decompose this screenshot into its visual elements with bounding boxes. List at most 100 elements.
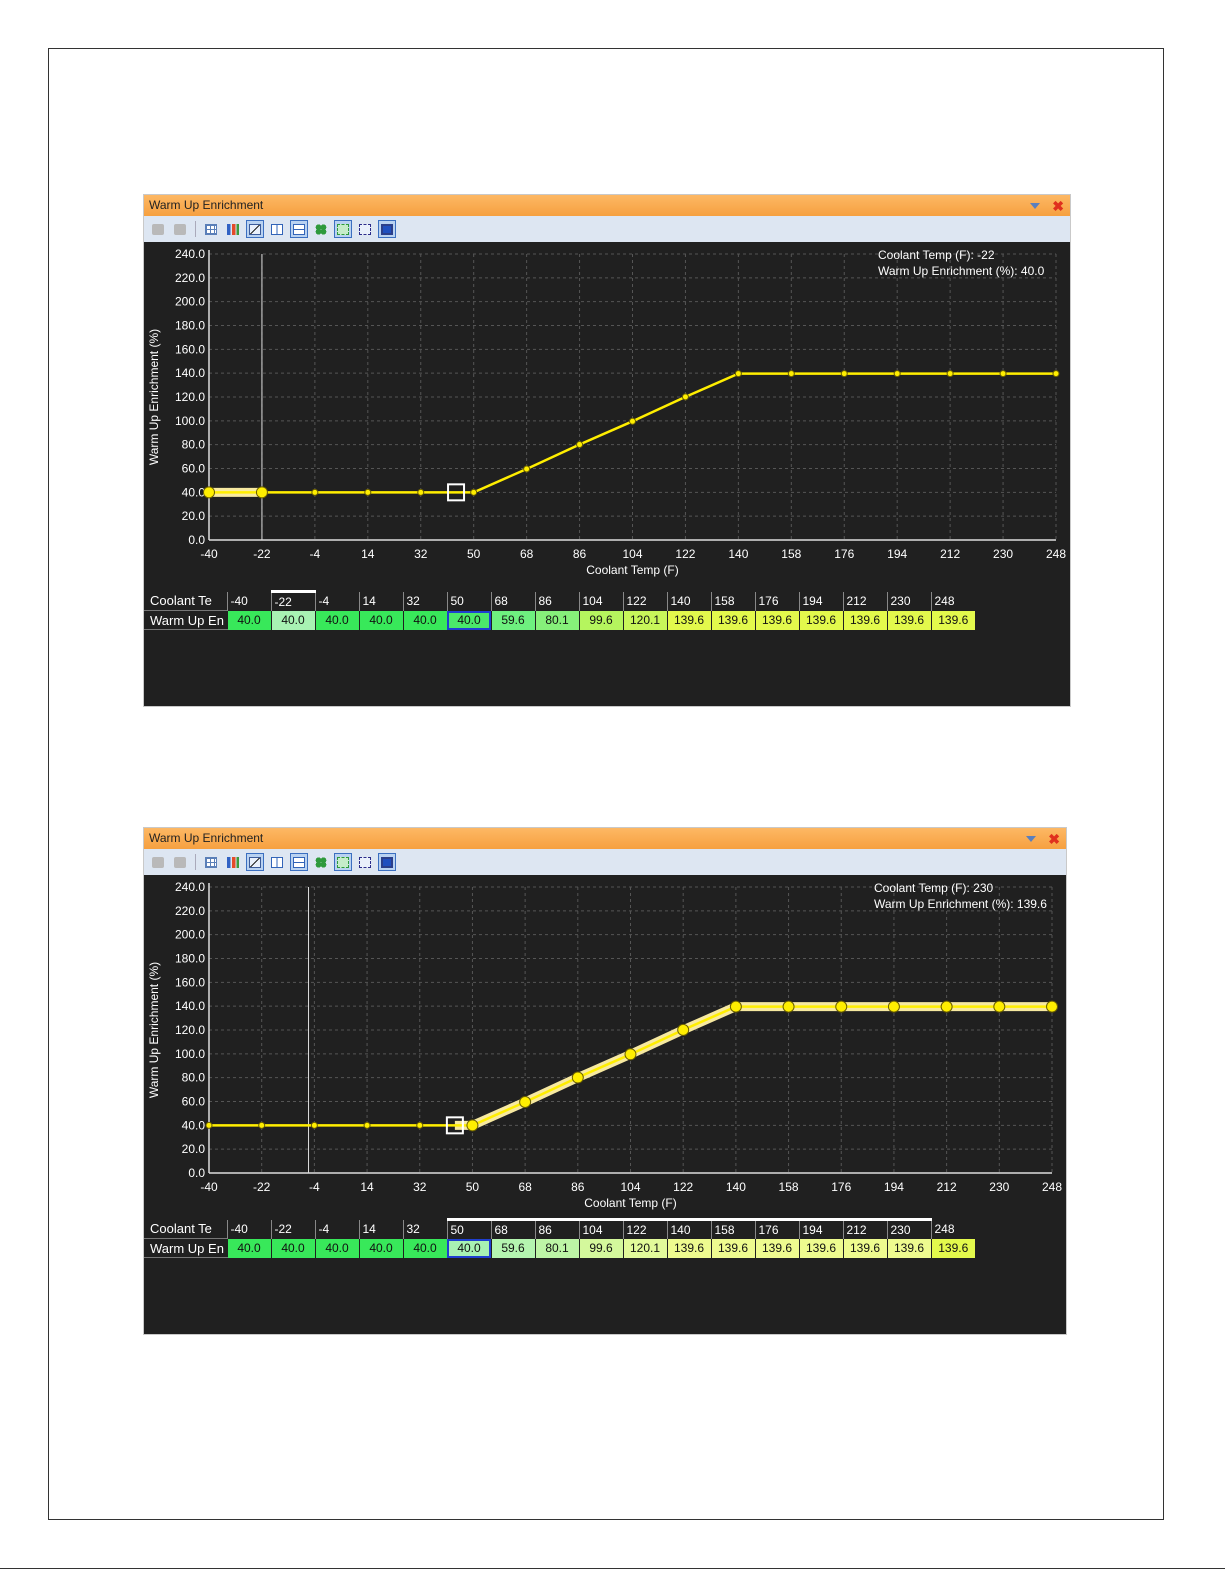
coolant-temp-cell[interactable]: 68 — [490, 1218, 535, 1239]
split-horizontal-button[interactable] — [290, 220, 308, 238]
coolant-temp-cell[interactable]: -4 — [314, 591, 359, 611]
enrichment-cell[interactable]: 139.6 — [842, 1238, 887, 1258]
coolant-temp-cell[interactable]: 14 — [358, 1219, 403, 1239]
enrichment-cell[interactable]: 120.1 — [622, 610, 667, 630]
enrichment-line-chart[interactable]: 0.0 20.0 40.0 60.0 80.0 100.0 120.0 140.0 160.0 1… — [144, 875, 1066, 1215]
export-button[interactable] — [171, 220, 189, 238]
coolant-temp-cell[interactable]: 32 — [402, 591, 447, 611]
coolant-temp-cell[interactable]: 14 — [358, 591, 403, 611]
coolant-temp-cell[interactable]: 50 — [446, 591, 491, 611]
bar-chart-button[interactable] — [224, 853, 242, 871]
coolant-temp-cell[interactable]: 122 — [622, 1218, 667, 1239]
enrichment-cell[interactable]: 139.6 — [930, 610, 975, 630]
coolant-temp-cell[interactable]: 32 — [402, 1219, 447, 1239]
bar-chart-button[interactable] — [224, 220, 242, 238]
enrichment-cell[interactable]: 80.1 — [534, 610, 579, 630]
enrichment-cell[interactable]: 139.6 — [666, 1238, 711, 1258]
coolant-temp-cell[interactable]: 158 — [710, 1218, 755, 1239]
coolant-temp-cell[interactable]: 212 — [842, 591, 887, 611]
coolant-temp-cell[interactable]: 194 — [798, 1218, 843, 1239]
split-horizontal-button[interactable] — [290, 853, 308, 871]
coolant-temp-cell[interactable]: -4 — [314, 1219, 359, 1239]
coolant-temp-cell[interactable]: 158 — [710, 591, 755, 611]
enrichment-cell[interactable]: 40.0 — [226, 610, 271, 630]
table-view-button[interactable] — [202, 853, 220, 871]
shrink-button[interactable] — [312, 853, 330, 871]
enrichment-cell[interactable]: 139.6 — [666, 610, 711, 630]
fill-button[interactable] — [378, 220, 396, 238]
export-button[interactable] — [171, 853, 189, 871]
coolant-temp-cell[interactable]: 248 — [930, 591, 975, 611]
coolant-temp-cell[interactable]: 176 — [754, 1218, 799, 1239]
shrink-button[interactable] — [312, 220, 330, 238]
enrichment-cell[interactable]: 139.6 — [886, 610, 931, 630]
enrichment-cell[interactable]: 80.1 — [534, 1238, 579, 1258]
coolant-temp-cell[interactable]: 104 — [578, 1218, 623, 1239]
enrichment-cell[interactable]: 139.6 — [842, 610, 887, 630]
line-chart-button[interactable] — [246, 853, 264, 871]
panel-titlebar[interactable]: Warm Up Enrichment ✖ — [144, 828, 1066, 849]
enrichment-cell[interactable]: 139.6 — [754, 610, 799, 630]
close-icon[interactable]: ✖ — [1052, 197, 1064, 214]
enrichment-cell[interactable]: 40.0 — [402, 610, 447, 630]
enrichment-cell[interactable]: 139.6 — [886, 1238, 931, 1258]
enrichment-cell[interactable]: 139.6 — [710, 610, 755, 630]
split-vertical-button[interactable] — [268, 220, 286, 238]
coolant-temp-cell[interactable]: 248 — [930, 1219, 975, 1239]
enrichment-cell[interactable]: 120.1 — [622, 1238, 667, 1258]
enrichment-cell[interactable]: 40.0 — [226, 1238, 271, 1258]
coolant-temp-cell[interactable]: 140 — [666, 1218, 711, 1239]
enrichment-cell[interactable]: 40.0 — [314, 1238, 359, 1258]
enrichment-cell[interactable]: 40.0 — [270, 610, 315, 630]
enrichment-cell[interactable]: 59.6 — [490, 1238, 535, 1258]
coolant-temp-cell[interactable]: -40 — [226, 591, 271, 611]
coolant-temp-cell[interactable]: -22 — [270, 590, 315, 611]
coolant-temp-cell[interactable]: 230 — [886, 1218, 931, 1239]
enrichment-cell[interactable]: 139.6 — [930, 1238, 975, 1258]
coolant-temp-cell[interactable]: 86 — [534, 591, 579, 611]
coolant-temp-cell[interactable]: 212 — [842, 1218, 887, 1239]
panel-titlebar[interactable]: Warm Up Enrichment ✖ — [144, 195, 1070, 216]
enrichment-cell[interactable]: 139.6 — [798, 1238, 843, 1258]
enrichment-cell[interactable]: 59.6 — [490, 610, 535, 630]
enrichment-cell[interactable]: 40.0 — [446, 1238, 491, 1258]
coolant-temp-cell[interactable]: 86 — [534, 1218, 579, 1239]
coolant-temp-cell[interactable]: -22 — [270, 1219, 315, 1239]
refresh-button[interactable] — [149, 853, 167, 871]
dropdown-arrow-icon[interactable] — [1026, 835, 1037, 842]
fill-button[interactable] — [378, 853, 396, 871]
coolant-temp-cell[interactable]: 50 — [446, 1218, 491, 1239]
coolant-temp-cell[interactable]: 104 — [578, 591, 623, 611]
enrichment-cell[interactable]: 99.6 — [578, 610, 623, 630]
enrichment-cell[interactable]: 40.0 — [270, 1238, 315, 1258]
enrichment-cell[interactable]: 40.0 — [446, 610, 491, 630]
shrink-icon — [315, 856, 327, 868]
enrichment-cell[interactable]: 40.0 — [358, 610, 403, 630]
coolant-temp-cell[interactable]: 68 — [490, 591, 535, 611]
coolant-temp-cell[interactable]: 140 — [666, 591, 711, 611]
refresh-button[interactable] — [149, 220, 167, 238]
enrichment-cell[interactable]: 40.0 — [314, 610, 359, 630]
enrichment-cell[interactable]: 40.0 — [358, 1238, 403, 1258]
enrichment-line-chart[interactable]: 0.0 20.0 40.0 60.0 80.0 100.0 120.0 140.0 160.0 1… — [144, 242, 1070, 587]
coolant-temp-cell[interactable]: 122 — [622, 591, 667, 611]
coolant-temp-cell[interactable]: 176 — [754, 591, 799, 611]
enrichment-cell[interactable]: 139.6 — [798, 610, 843, 630]
enrichment-cell[interactable]: 139.6 — [710, 1238, 755, 1258]
enrichment-cell[interactable]: 40.0 — [402, 1238, 447, 1258]
expand-button[interactable] — [334, 853, 352, 871]
coolant-temp-cell[interactable]: 230 — [886, 591, 931, 611]
selection-marker — [447, 483, 466, 502]
coolant-temp-cell[interactable]: 194 — [798, 591, 843, 611]
coolant-temp-cell[interactable]: -40 — [226, 1219, 271, 1239]
table-view-button[interactable] — [202, 220, 220, 238]
dropdown-arrow-icon[interactable] — [1030, 202, 1041, 209]
fit-button[interactable] — [356, 853, 374, 871]
split-vertical-button[interactable] — [268, 853, 286, 871]
enrichment-cell[interactable]: 99.6 — [578, 1238, 623, 1258]
enrichment-cell[interactable]: 139.6 — [754, 1238, 799, 1258]
expand-button[interactable] — [334, 220, 352, 238]
line-chart-button[interactable] — [246, 220, 264, 238]
fit-button[interactable] — [356, 220, 374, 238]
close-icon[interactable]: ✖ — [1048, 830, 1060, 847]
